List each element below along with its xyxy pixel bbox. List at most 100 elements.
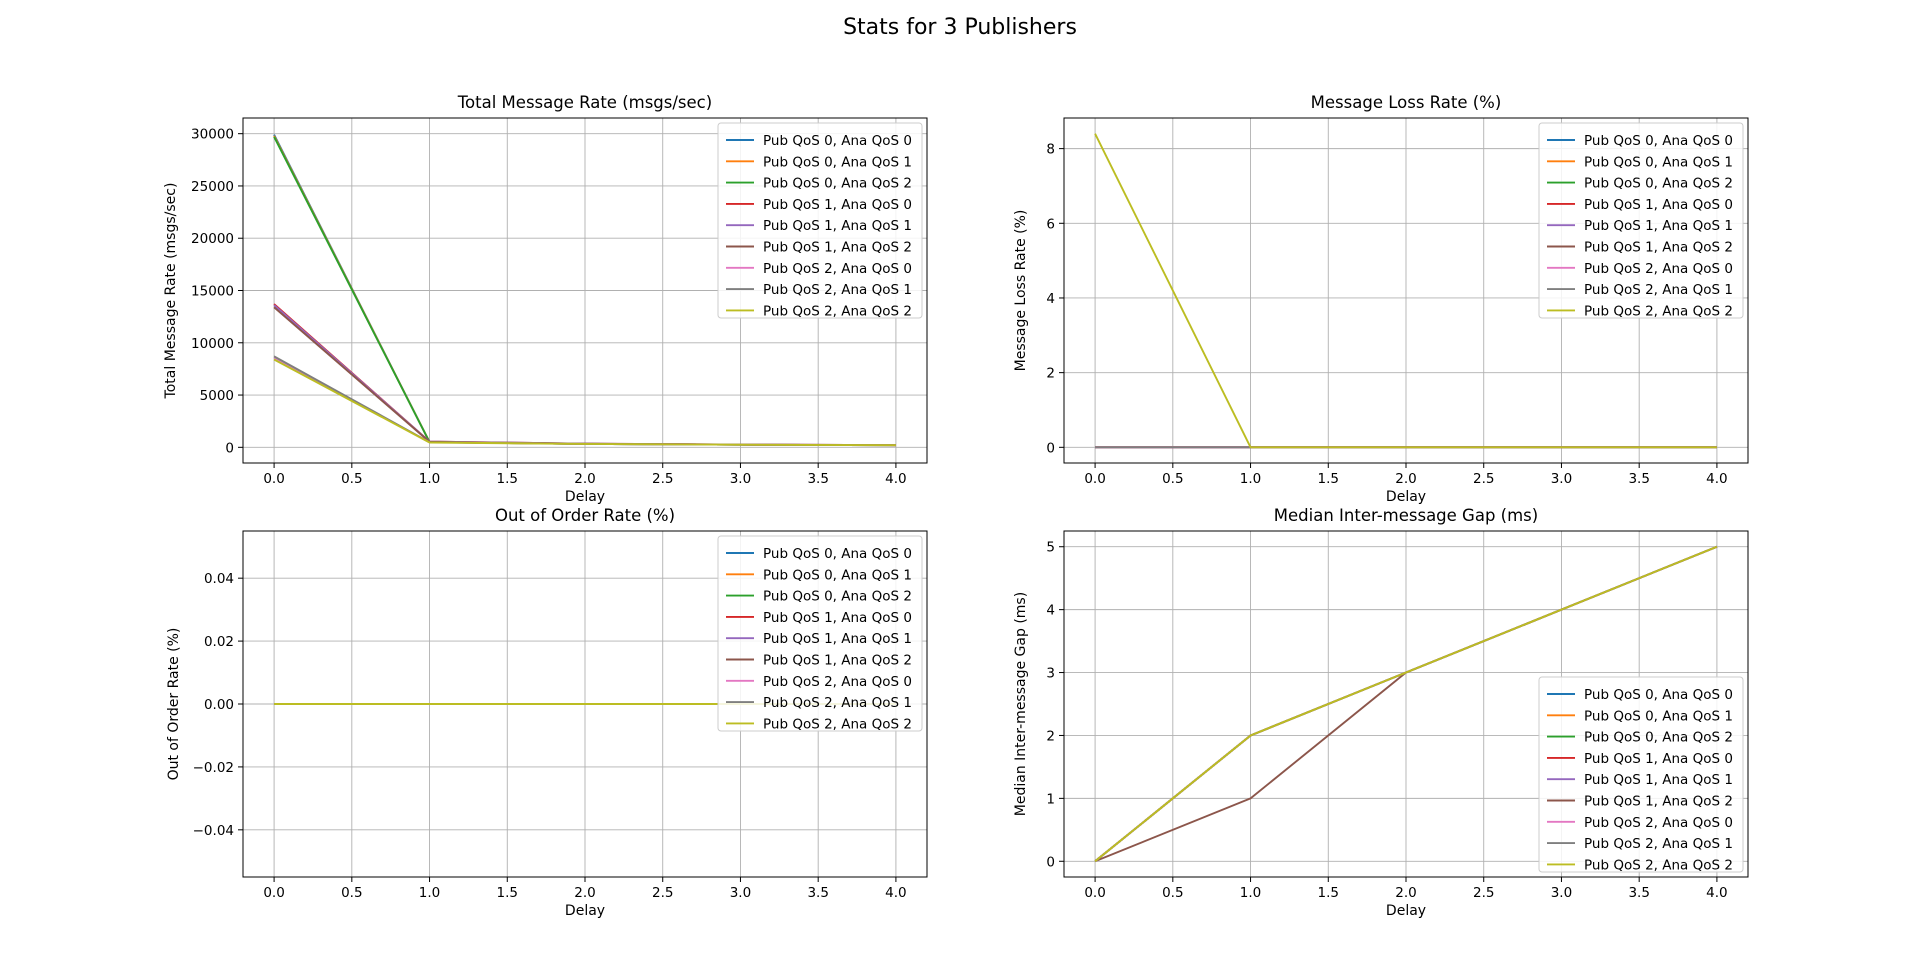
legend-label: Pub QoS 0, Ana QoS 0 — [1584, 687, 1733, 703]
y-tick-label: 6 — [1046, 216, 1055, 232]
legend-label: Pub QoS 1, Ana QoS 0 — [1584, 751, 1733, 767]
x-tick-label: 2.5 — [652, 885, 673, 901]
chart-title: Total Message Rate (msgs/sec) — [457, 93, 712, 112]
y-tick-label: 3 — [1046, 666, 1055, 682]
legend-box — [1538, 122, 1744, 319]
y-tick-label: 2 — [1046, 366, 1055, 382]
legend-label: Pub QoS 2, Ana QoS 2 — [763, 716, 912, 732]
x-tick-label: 0.5 — [341, 885, 362, 901]
y-tick-label: 15000 — [191, 284, 234, 300]
legend-label: Pub QoS 1, Ana QoS 1 — [763, 218, 912, 234]
legend-label: Pub QoS 0, Ana QoS 2 — [763, 176, 912, 192]
legend-label: Pub QoS 2, Ana QoS 2 — [763, 303, 912, 319]
x-tick-label: 2.5 — [1473, 885, 1494, 901]
series-line-pub-qos-2-ana-qos-2 — [1094, 545, 1718, 863]
x-tick-label: 1.5 — [497, 885, 518, 901]
x-tick-label: 3.5 — [807, 885, 828, 901]
chart-out-of-order-rate: Out of Order Rate (%) 0.0 0.5 1.0 1.5 2.0 2.5 3… — [166, 506, 928, 919]
series-line-pub-qos-2-ana-qos-2 — [1094, 133, 1717, 449]
legend-label: Pub QoS 0, Ana QoS 0 — [1584, 133, 1733, 149]
x-tick-label: 3.0 — [1551, 471, 1572, 487]
legend-box — [717, 535, 923, 732]
y-tick-label: 5000 — [200, 388, 234, 404]
x-tick-label: 2.0 — [1395, 471, 1416, 487]
axes-layer: Total Message Rate (msgs/sec) 0.0 0.5 1.0 1.… — [163, 93, 1749, 919]
y-tick-label: 0.00 — [204, 697, 234, 713]
x-tick-label: 3.5 — [1628, 885, 1649, 901]
y-axis-label: Total Message Rate (msgs/sec) — [163, 183, 179, 400]
x-tick-label: 2.0 — [1395, 885, 1416, 901]
chart-message-loss-rate: Message Loss Rate (%) 0.0 0.5 1.0 1.5 2.0 2.5 3… — [1013, 93, 1749, 505]
legend: Pub QoS 0, Ana QoS 0 Pub QoS 0, Ana QoS 1… — [1538, 676, 1744, 873]
x-tick-label: 4.0 — [885, 885, 906, 901]
x-tick-label: 1.5 — [497, 471, 518, 487]
chart-title: Median Inter-message Gap (ms) — [1274, 506, 1538, 525]
x-axis-label: Delay — [565, 489, 605, 505]
legend-label: Pub QoS 2, Ana QoS 1 — [1584, 282, 1733, 298]
legend: Pub QoS 0, Ana QoS 0 Pub QoS 0, Ana QoS 1… — [1538, 122, 1744, 319]
x-tick-label: 1.5 — [1318, 471, 1339, 487]
legend-label: Pub QoS 2, Ana QoS 0 — [1584, 261, 1733, 277]
legend-label: Pub QoS 1, Ana QoS 2 — [763, 653, 912, 669]
x-tick-label: 1.0 — [1240, 885, 1261, 901]
y-tick-label: 25000 — [191, 179, 234, 195]
chart-median-inter-message-gap-ms: Median Inter-message Gap (ms) 0.0 0.5 1.0 1.… — [1013, 506, 1749, 919]
y-tick-label: 8 — [1046, 142, 1055, 158]
y-axis-label: Out of Order Rate (%) — [166, 628, 182, 781]
legend-label: Pub QoS 2, Ana QoS 0 — [763, 261, 912, 277]
legend-label: Pub QoS 2, Ana QoS 1 — [763, 282, 912, 298]
legend-label: Pub QoS 0, Ana QoS 0 — [763, 133, 912, 149]
legend-label: Pub QoS 1, Ana QoS 1 — [763, 631, 912, 647]
x-tick-label: 0.5 — [1162, 471, 1183, 487]
x-axis-label: Delay — [1386, 489, 1426, 505]
x-tick-label: 3.0 — [1551, 885, 1572, 901]
x-tick-label: 2.0 — [574, 885, 595, 901]
y-tick-label: 0 — [1046, 854, 1055, 870]
chart-total-message-rate-msgs-sec: Total Message Rate (msgs/sec) 0.0 0.5 1.0 1.… — [163, 93, 928, 505]
y-tick-label: 0.02 — [204, 634, 234, 650]
legend-label: Pub QoS 2, Ana QoS 1 — [763, 695, 912, 711]
x-tick-label: 1.0 — [419, 885, 440, 901]
x-tick-label: 4.0 — [885, 471, 906, 487]
legend-label: Pub QoS 1, Ana QoS 0 — [1584, 197, 1733, 213]
x-tick-label: 3.0 — [730, 885, 751, 901]
legend-label: Pub QoS 0, Ana QoS 0 — [763, 546, 912, 562]
legend-label: Pub QoS 2, Ana QoS 0 — [763, 674, 912, 690]
legend-label: Pub QoS 0, Ana QoS 1 — [763, 567, 912, 583]
x-tick-label: 0.5 — [341, 471, 362, 487]
y-tick-label: 4 — [1046, 291, 1055, 307]
legend-label: Pub QoS 1, Ana QoS 2 — [1584, 794, 1733, 810]
y-tick-label: 20000 — [191, 231, 234, 247]
legend-label: Pub QoS 1, Ana QoS 1 — [1584, 772, 1733, 788]
y-tick-label: 5 — [1046, 540, 1055, 556]
legend-label: Pub QoS 1, Ana QoS 0 — [763, 610, 912, 626]
y-tick-label: 0 — [1046, 440, 1055, 456]
x-tick-label: 3.5 — [1628, 471, 1649, 487]
legend-label: Pub QoS 1, Ana QoS 0 — [763, 197, 912, 213]
x-tick-label: 1.0 — [1240, 471, 1261, 487]
legend-label: Pub QoS 0, Ana QoS 1 — [1584, 708, 1733, 724]
legend-label: Pub QoS 1, Ana QoS 1 — [1584, 218, 1733, 234]
y-axis-label: Message Loss Rate (%) — [1013, 210, 1029, 372]
y-tick-label: 2 — [1046, 728, 1055, 744]
y-tick-label: 0.04 — [204, 571, 234, 587]
series-line-pub-qos-2-ana-qos-2 — [273, 358, 896, 447]
x-tick-label: 3.0 — [730, 471, 751, 487]
legend-label: Pub QoS 2, Ana QoS 0 — [1584, 815, 1733, 831]
y-tick-label: 0 — [225, 440, 234, 456]
x-tick-label: 0.5 — [1162, 885, 1183, 901]
x-tick-label: 4.0 — [1706, 471, 1727, 487]
x-tick-label: 2.5 — [652, 471, 673, 487]
x-axis-label: Delay — [565, 903, 605, 919]
legend: Pub QoS 0, Ana QoS 0 Pub QoS 0, Ana QoS 1… — [717, 122, 923, 319]
x-tick-label: 3.5 — [807, 471, 828, 487]
x-tick-label: 0.0 — [1084, 471, 1105, 487]
y-tick-label: 4 — [1046, 603, 1055, 619]
legend-label: Pub QoS 0, Ana QoS 2 — [763, 589, 912, 605]
figure-suptitle: Stats for 3 Publishers — [843, 15, 1077, 40]
y-tick-label: 30000 — [191, 127, 234, 143]
y-tick-label: 10000 — [191, 336, 234, 352]
legend-label: Pub QoS 0, Ana QoS 1 — [1584, 154, 1733, 170]
x-tick-label: 1.0 — [419, 471, 440, 487]
